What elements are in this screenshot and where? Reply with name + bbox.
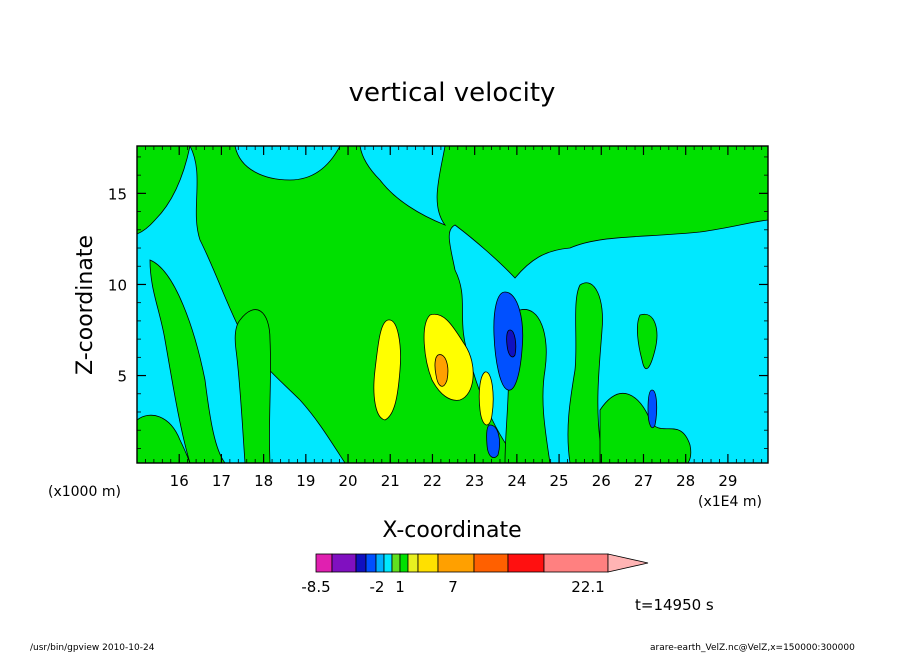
colorbar-arrow	[607, 553, 649, 573]
x-tick-label: 25	[550, 472, 569, 490]
time-annotation: t=14950 s	[635, 596, 714, 614]
colorbar-segment	[365, 553, 377, 573]
colorbar-segment	[355, 553, 367, 573]
green-tongue	[149, 259, 226, 463]
colorbar-segment	[383, 553, 393, 573]
yellow-updraft-3	[478, 371, 494, 426]
green-bottom-left	[137, 414, 191, 463]
colorbar-segment	[315, 553, 333, 573]
colorbar-segment	[437, 553, 475, 573]
contour-field	[137, 146, 768, 463]
x-tick-label: 23	[465, 472, 484, 490]
plot-frame	[136, 145, 769, 464]
x-tick-label: 16	[170, 472, 189, 490]
cyan-top-pocket	[234, 146, 341, 181]
x-axis: 16 17 18 19 20 21 22 23 24 25 26 27 28 29	[145, 146, 763, 490]
chart-title: vertical velocity	[349, 78, 556, 108]
y-axis: 5 10 15	[108, 156, 768, 449]
yellow-updraft-1	[373, 319, 401, 421]
x-tick-label: 18	[254, 472, 273, 490]
colorbar-segment	[473, 553, 509, 573]
colorbar-segment	[507, 553, 545, 573]
colorbar-segment	[375, 553, 385, 573]
x-unit-left: (x1000 m)	[48, 484, 121, 500]
x-tick-label: 21	[381, 472, 400, 490]
footer-right: arare-earth_VelZ.nc@VelZ,x=150000:300000	[650, 643, 855, 653]
x-tick-label: 24	[507, 472, 526, 490]
blue-downdraft-right	[647, 389, 658, 429]
colorbar-label: -8.5	[301, 578, 330, 596]
x-tick-label: 26	[592, 472, 611, 490]
colorbar-segment	[331, 553, 357, 573]
y-axis-label: Z-coordinate	[73, 235, 98, 375]
colorbar-label: 22.1	[571, 578, 604, 596]
colorbar-segment	[407, 553, 419, 573]
x-tick-label: 17	[212, 472, 231, 490]
green-low-right	[599, 392, 692, 463]
x-tick-label: 19	[296, 472, 315, 490]
x-axis-label: X-coordinate	[382, 518, 521, 543]
green-far-right	[636, 313, 658, 370]
blue-downdraft-low	[486, 424, 500, 458]
colorbar-label: -2	[370, 578, 385, 596]
orange-core	[434, 354, 449, 387]
colorbar-labels: -8.5 -2 1 7 22.1	[301, 578, 604, 596]
x-tick-label: 20	[338, 472, 357, 490]
x-tick-label: 29	[718, 472, 737, 490]
y-tick-label: 10	[108, 276, 127, 294]
colorbar-label: 7	[448, 578, 458, 596]
cyan-top-pocket-2	[359, 146, 447, 226]
darkblue-core	[506, 329, 517, 358]
colorbar-segment	[391, 553, 401, 573]
x-tick-label: 27	[634, 472, 653, 490]
green-region-upper	[137, 146, 768, 463]
colorbar-segment	[399, 553, 409, 573]
colorbar-segment	[417, 553, 439, 573]
y-tick-label: 5	[117, 368, 127, 386]
footer-left: /usr/bin/gpview 2010-10-24	[30, 643, 155, 653]
colorbar-segment	[543, 553, 609, 573]
green-region-left	[137, 146, 191, 235]
y-tick-label: 15	[108, 185, 127, 203]
colorbar	[315, 553, 649, 573]
x-tick-label: 28	[676, 472, 695, 490]
colorbar-label: 1	[395, 578, 405, 596]
x-tick-label: 22	[423, 472, 442, 490]
x-unit-right: (x1E4 m)	[698, 494, 762, 510]
